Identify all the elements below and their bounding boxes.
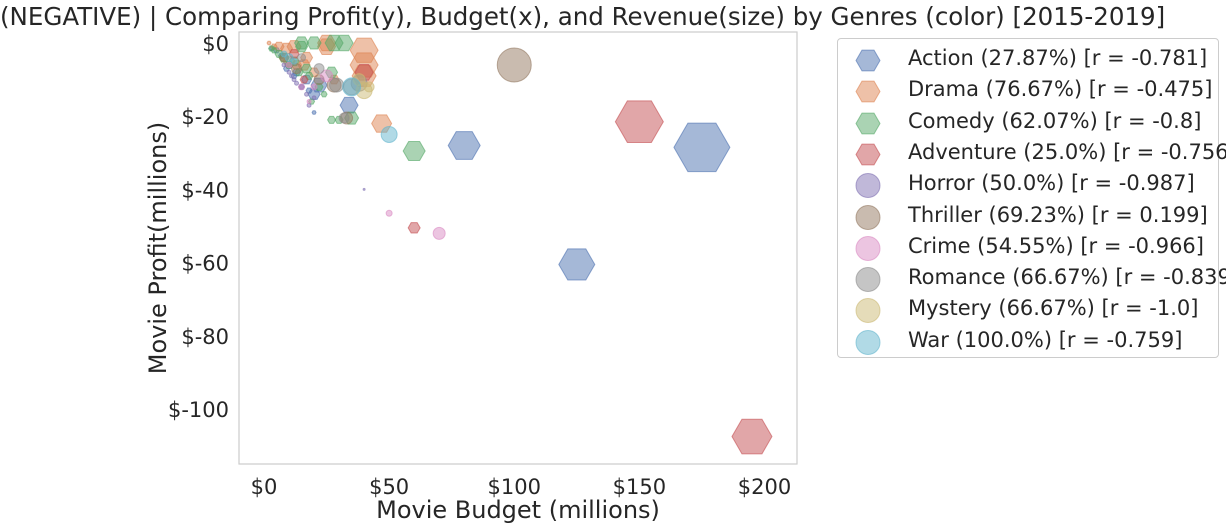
data-point	[385, 209, 393, 217]
data-point	[267, 45, 276, 52]
data-point	[310, 83, 318, 91]
chart-title: (NEGATIVE) | Comparing Profit(y), Budget…	[0, 2, 1166, 31]
data-point	[304, 91, 310, 97]
legend-item: Action (27.87%) [r = -0.781]	[838, 45, 1218, 76]
data-point	[266, 40, 272, 46]
data-point	[291, 77, 297, 83]
legend-marker-icon	[855, 173, 881, 199]
y-tick-label: $-40	[181, 178, 229, 202]
legend-label: War (100.0%) [r = -0.759]	[908, 327, 1183, 352]
data-point	[290, 57, 298, 65]
legend-label: Romance (66.67%) [r = -0.839]	[908, 265, 1226, 290]
data-point	[329, 77, 345, 93]
data-point	[338, 112, 350, 124]
legend-item: Thriller (69.23%) [r = 0.199]	[838, 202, 1218, 233]
legend-item: Romance (66.67%) [r = -0.839]	[838, 264, 1226, 295]
data-point	[294, 40, 309, 53]
data-point	[320, 91, 328, 98]
legend: Action (27.87%) [r = -0.781] Drama (76.67…	[837, 38, 1226, 358]
legend-marker-icon	[855, 298, 881, 324]
legend-label: Comedy (62.07%) [r = -0.8]	[908, 108, 1202, 133]
data-point	[306, 36, 322, 50]
x-tick-label: $100	[488, 475, 541, 499]
data-point	[432, 226, 446, 240]
legend-label: Adventure (25.0%) [r = -0.756]	[908, 139, 1226, 164]
legend-label: Horror (50.0%) [r = -0.987]	[908, 171, 1195, 196]
data-point	[306, 99, 312, 105]
data-point	[362, 187, 366, 191]
legend-item: Comedy (62.07%) [r = -0.8]	[838, 108, 1218, 139]
data-point	[289, 73, 295, 79]
data-point	[558, 248, 596, 281]
data-point	[402, 140, 426, 162]
data-point	[291, 63, 303, 75]
data-point	[299, 75, 309, 84]
data-point	[297, 53, 307, 63]
legend-label: Mystery (66.67%) [r = -1.0]	[908, 296, 1199, 321]
legend-marker-icon	[855, 329, 881, 355]
data-point	[731, 418, 773, 455]
x-tick-label: $150	[613, 475, 666, 499]
data-point	[496, 47, 532, 83]
data-point	[311, 110, 317, 115]
legend-label: Thriller (69.23%) [r = 0.199]	[908, 202, 1208, 227]
y-tick-label: $0	[202, 32, 229, 56]
legend-marker-icon	[855, 204, 881, 230]
y-axis-label: Movie Profit(millions)	[144, 122, 172, 374]
data-point	[334, 34, 354, 52]
x-tick-label: $50	[369, 475, 409, 499]
series-3	[288, 49, 773, 455]
legend-item: Mystery (66.67%) [r = -1.0]	[838, 295, 1218, 326]
x-axis-label: Movie Budget (millions)	[376, 496, 660, 524]
data-point	[614, 100, 664, 143]
y-tick-label: $-20	[181, 105, 229, 129]
legend-marker-icon	[855, 143, 881, 166]
data-point	[320, 69, 334, 83]
data-point	[363, 81, 375, 93]
data-point	[311, 95, 317, 101]
data-point	[281, 62, 287, 68]
data-point	[339, 96, 359, 114]
series-6	[285, 61, 446, 240]
data-point	[447, 131, 481, 160]
series-9	[280, 50, 398, 144]
legend-marker-icon	[855, 49, 881, 72]
legend-item: Horror (50.0%) [r = -0.987]	[838, 170, 1218, 201]
data-point	[305, 87, 313, 94]
legend-marker-icon	[855, 235, 881, 261]
legend-item: Adventure (25.0%) [r = -0.756]	[838, 139, 1226, 170]
y-tick-label: $-80	[181, 325, 229, 349]
data-point	[294, 80, 300, 86]
data-point	[327, 115, 337, 124]
data-point	[673, 122, 731, 173]
data-point	[407, 222, 421, 234]
legend-label: Crime (54.55%) [r = -0.966]	[908, 233, 1204, 258]
data-point	[286, 69, 292, 75]
data-point	[342, 77, 362, 97]
x-tick-label: $0	[251, 475, 278, 499]
data-point	[280, 50, 288, 58]
legend-marker-icon	[855, 267, 881, 293]
data-point	[298, 83, 306, 91]
legend-marker-icon	[855, 80, 881, 103]
data-point	[380, 126, 398, 144]
y-tick-label: $-100	[168, 398, 229, 422]
legend-item: War (100.0%) [r = -0.759]	[838, 327, 1218, 358]
legend-label: Action (27.87%) [r = -0.781]	[908, 46, 1208, 70]
data-point	[313, 63, 325, 75]
legend-item: Drama (76.67%) [r = -0.475]	[838, 76, 1218, 107]
legend-marker-icon	[855, 112, 881, 134]
x-tick-label: $200	[738, 475, 791, 499]
legend-label: Drama (76.67%) [r = -0.475]	[908, 77, 1213, 102]
legend-item: Crime (54.55%) [r = -0.966]	[838, 233, 1218, 264]
y-tick-label: $-60	[181, 252, 229, 276]
plot-frame	[238, 31, 798, 465]
